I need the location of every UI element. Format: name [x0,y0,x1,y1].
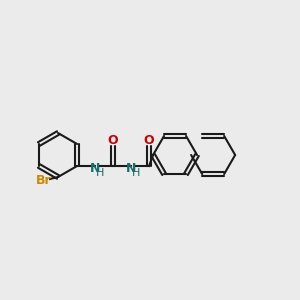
Text: Br: Br [36,175,52,188]
Text: O: O [108,134,118,146]
Text: N: N [90,163,100,176]
Text: N: N [126,163,136,176]
Text: H: H [96,168,104,178]
Text: H: H [132,168,140,178]
Text: O: O [144,134,154,146]
